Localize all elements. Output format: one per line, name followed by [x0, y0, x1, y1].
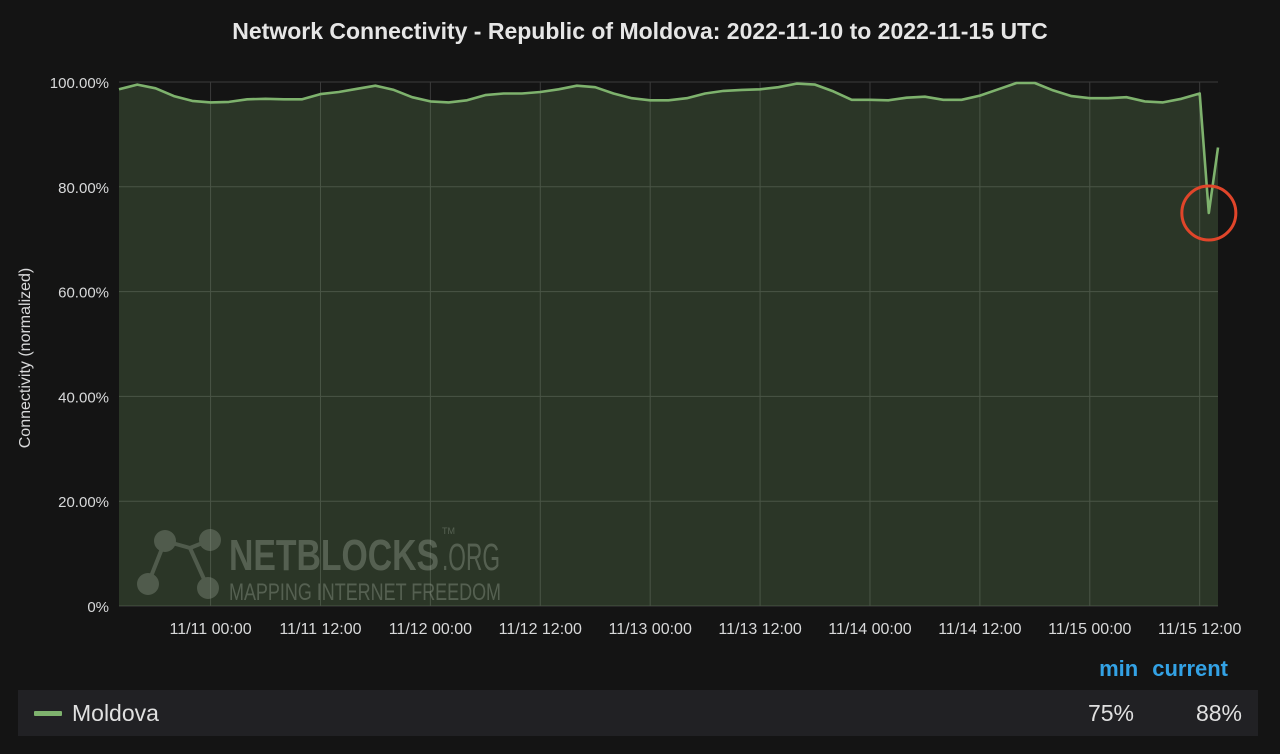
x-tick-label: 11/14 12:00: [938, 621, 1021, 638]
y-tick-label: 0%: [87, 599, 109, 616]
x-tick-label: 11/13 00:00: [609, 621, 692, 638]
chart-title: Network Connectivity - Republic of Moldo…: [232, 18, 1048, 44]
x-tick-label: 11/15 00:00: [1048, 621, 1131, 638]
watermark-tm: TM: [442, 526, 455, 536]
series-line-moldova: [118, 81, 1220, 215]
axes: 0% 20.00% 40.00% 60.00% 80.00% 100.00% 11/11 0…: [17, 75, 1241, 638]
watermark-tagline: MAPPING INTERNET FREEDOM: [229, 579, 501, 606]
x-tick-label: 11/12 12:00: [499, 621, 582, 638]
netblocks-logo-icon: [137, 529, 221, 599]
x-tick-label: 11/13 12:00: [718, 621, 801, 638]
grid: [119, 81, 1218, 607]
x-tick-label: 11/15 12:00: [1158, 621, 1241, 638]
y-tick-label: 20.00%: [58, 494, 109, 511]
highlight-circle: [1180, 184, 1238, 242]
y-tick-label: 80.00%: [58, 180, 109, 197]
watermark-suffix: .ORG: [442, 537, 500, 579]
legend-series-name[interactable]: Moldova: [72, 700, 159, 726]
legend-color-swatch: [34, 711, 62, 716]
x-tick-label: 11/11 12:00: [279, 621, 361, 638]
legend-row-moldova[interactable]: Moldova 75% 88%: [18, 690, 1258, 736]
netblocks-watermark: NETBLOCKS TM .ORG MAPPING INTERNET FREED…: [137, 526, 501, 606]
stats-min-header[interactable]: min: [1099, 656, 1139, 681]
stats-header: min current: [1085, 656, 1228, 682]
annotations: [1180, 184, 1238, 242]
x-tick-label: 11/12 00:00: [389, 621, 472, 638]
y-tick-label: 60.00%: [58, 285, 109, 302]
series-layer: [118, 81, 1220, 606]
series-area-moldova: [119, 83, 1218, 606]
legend-current-value: 88%: [1195, 700, 1242, 726]
x-tick-label: 11/14 00:00: [828, 621, 911, 638]
y-tick-label: 40.00%: [58, 389, 109, 406]
legend-min-value: 75%: [1087, 700, 1134, 726]
watermark-brand: NETBLOCKS: [229, 531, 439, 580]
y-tick-label: 100.00%: [50, 75, 109, 92]
stats-current-header[interactable]: current: [1152, 656, 1228, 681]
connectivity-chart: NETBLOCKS TM .ORG MAPPING INTERNET FREED…: [17, 75, 1241, 638]
y-axis-label: Connectivity (normalized): [17, 268, 34, 449]
x-tick-label: 11/11 00:00: [170, 621, 252, 638]
